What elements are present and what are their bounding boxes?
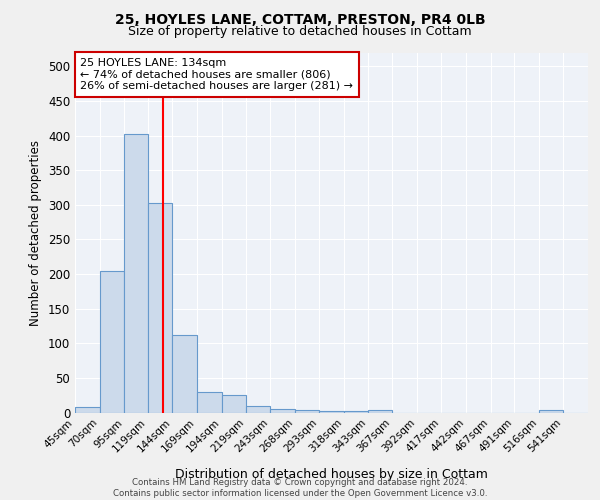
Bar xyxy=(197,392,222,412)
Bar xyxy=(172,335,197,412)
Text: Contains HM Land Registry data © Crown copyright and database right 2024.
Contai: Contains HM Land Registry data © Crown c… xyxy=(113,478,487,498)
Bar xyxy=(295,410,319,412)
Bar xyxy=(270,409,295,412)
Bar xyxy=(247,406,270,412)
Bar xyxy=(222,394,247,412)
Y-axis label: Number of detached properties: Number of detached properties xyxy=(29,140,43,326)
Text: Size of property relative to detached houses in Cottam: Size of property relative to detached ho… xyxy=(128,25,472,38)
X-axis label: Distribution of detached houses by size in Cottam: Distribution of detached houses by size … xyxy=(175,468,488,481)
Bar xyxy=(124,134,148,412)
Bar xyxy=(100,272,124,412)
Bar xyxy=(75,407,100,412)
Bar xyxy=(344,411,368,412)
Text: 25 HOYLES LANE: 134sqm
← 74% of detached houses are smaller (806)
26% of semi-de: 25 HOYLES LANE: 134sqm ← 74% of detached… xyxy=(80,58,353,91)
Text: 25, HOYLES LANE, COTTAM, PRESTON, PR4 0LB: 25, HOYLES LANE, COTTAM, PRESTON, PR4 0L… xyxy=(115,12,485,26)
Bar xyxy=(539,410,563,412)
Bar xyxy=(368,410,392,412)
Bar xyxy=(319,411,344,412)
Bar xyxy=(148,204,172,412)
